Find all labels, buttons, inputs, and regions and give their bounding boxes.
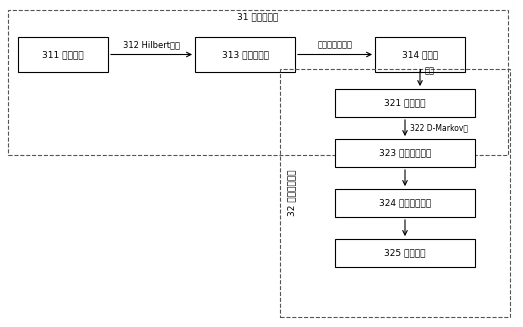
Bar <box>18 37 108 72</box>
Bar <box>335 139 475 167</box>
Bar <box>335 189 475 217</box>
Text: 32 符号动态滤波: 32 符号动态滤波 <box>288 170 297 216</box>
Text: 313 复数域信号: 313 复数域信号 <box>222 50 268 59</box>
Text: 323 状态转移矩阵: 323 状态转移矩阵 <box>379 148 431 158</box>
Text: 322 D-Markov机: 322 D-Markov机 <box>410 124 468 132</box>
Bar <box>375 37 465 72</box>
Bar <box>335 239 475 267</box>
Text: 324 状态概率向量: 324 状态概率向量 <box>379 198 431 208</box>
Text: 321 符号序列: 321 符号序列 <box>384 98 426 108</box>
Text: 325 浓度测度: 325 浓度测度 <box>384 249 426 257</box>
Bar <box>8 10 508 155</box>
Text: 31 相空间分割: 31 相空间分割 <box>237 12 279 22</box>
Text: 314 相空间: 314 相空间 <box>402 50 438 59</box>
Text: 映射至二维空间: 映射至二维空间 <box>317 41 353 49</box>
Bar <box>335 89 475 117</box>
Bar <box>195 37 295 72</box>
Bar <box>280 69 510 317</box>
Text: 312 Hilbert变换: 312 Hilbert变换 <box>123 41 180 49</box>
Text: 311 数据序列: 311 数据序列 <box>42 50 84 59</box>
Text: 分割: 分割 <box>425 66 435 75</box>
